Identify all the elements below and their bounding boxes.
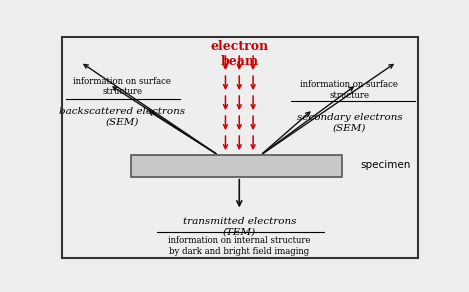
Text: information on internal structure
by dark and bright field imaging: information on internal structure by dar… bbox=[168, 236, 310, 256]
Bar bbox=[131, 155, 342, 177]
Text: specimen: specimen bbox=[360, 160, 411, 171]
Text: backscattered electrons
(SEM): backscattered electrons (SEM) bbox=[59, 107, 185, 127]
Text: transmitted electrons
(TEM): transmitted electrons (TEM) bbox=[182, 217, 296, 237]
Text: information on surface
structure: information on surface structure bbox=[73, 77, 171, 96]
Text: secondary electrons
(SEM): secondary electrons (SEM) bbox=[296, 113, 402, 133]
Text: electron
beam: electron beam bbox=[210, 39, 268, 67]
Text: information on surface
structure: information on surface structure bbox=[301, 80, 398, 100]
